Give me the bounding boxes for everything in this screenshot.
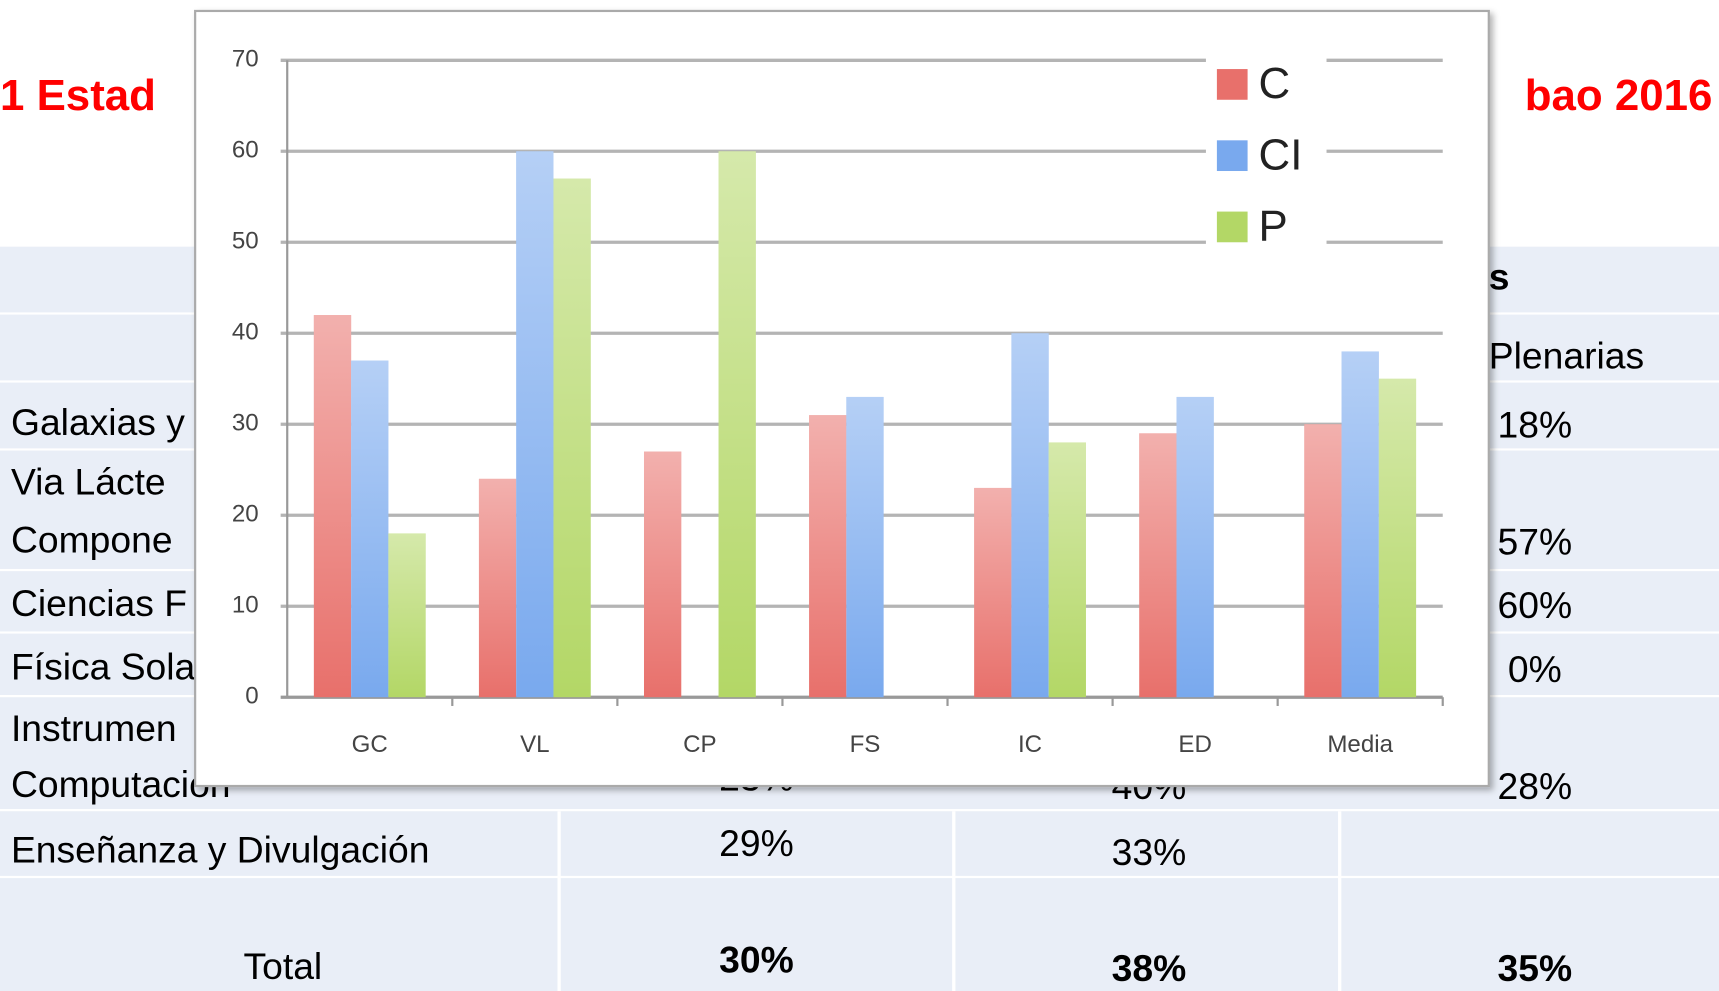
bar-shade <box>1048 442 1086 698</box>
title-fragment: 1 Estad <box>0 71 156 120</box>
legend-swatch <box>1216 211 1248 243</box>
bar-shade <box>718 151 756 698</box>
x-tick-label: ED <box>1178 731 1212 758</box>
y-tick-label: 70 <box>232 46 259 73</box>
table-cell: 35% <box>1498 947 1573 989</box>
row-label: Física Sola <box>11 646 196 688</box>
bar-shade <box>1304 424 1342 698</box>
row-label: Ciencias F <box>11 582 187 624</box>
x-tick-label: VL <box>520 731 550 758</box>
table-cell: 33% <box>1112 831 1187 873</box>
table-cell: 57% <box>1498 521 1573 563</box>
table-cell: 30% <box>719 938 794 980</box>
x-tick-label: FS <box>850 731 881 758</box>
table-cell: 60% <box>1498 584 1573 626</box>
legend-label: C <box>1259 59 1291 108</box>
row-label: Instrumen <box>11 707 177 749</box>
title-fragment: bao 2016 <box>1525 71 1713 120</box>
row-label: Via Lácte <box>11 460 166 502</box>
row-label: Compone <box>11 518 173 560</box>
table-band <box>0 811 1719 876</box>
bar-shade <box>1341 351 1379 698</box>
bar-shade <box>1176 396 1214 698</box>
table-cell: 0% <box>1508 648 1562 690</box>
header-cell: Plenarias <box>1489 334 1644 376</box>
table-cell: 38% <box>1112 947 1187 989</box>
header-cell: s <box>1489 255 1510 297</box>
row-label: Total <box>243 945 322 987</box>
row-label: Galaxias y <box>11 401 185 443</box>
table-cell: 18% <box>1498 403 1573 445</box>
row-label: Enseñanza y Divulgación <box>11 829 429 871</box>
table-cell: 29% <box>719 822 794 864</box>
table-band <box>0 878 1719 991</box>
x-tick-label: IC <box>1018 731 1042 758</box>
y-tick-label: 0 <box>245 683 258 710</box>
bar-shade <box>313 315 352 698</box>
legend-swatch <box>1216 140 1248 172</box>
bar-shade <box>553 178 591 698</box>
bar-shade <box>974 487 1012 698</box>
chart: 0 10 20 30 40 50 60 70 GC VL CP FS IC ED Media C CI P <box>232 46 1444 758</box>
legend-label: P <box>1259 202 1288 251</box>
legend-swatch <box>1216 69 1248 100</box>
row-label: Computación <box>11 763 231 805</box>
x-tick-label: GC <box>352 731 388 758</box>
y-tick-label: 10 <box>232 592 259 619</box>
x-tick-label: Media <box>1327 731 1393 758</box>
y-tick-label: 30 <box>232 410 259 437</box>
bar-shade <box>516 151 554 698</box>
bar-shade <box>478 478 517 698</box>
y-tick-label: 40 <box>232 319 259 346</box>
bar-shade <box>643 451 682 698</box>
y-tick-label: 50 <box>232 228 259 255</box>
bar-shade <box>351 360 389 698</box>
bar-shade <box>1139 433 1177 698</box>
bar-shade <box>809 415 847 698</box>
bar-shade <box>1378 378 1417 698</box>
y-tick-label: 20 <box>232 501 259 528</box>
bar-shade <box>1011 333 1049 698</box>
x-tick-label: CP <box>683 731 717 758</box>
y-tick-label: 60 <box>232 137 259 164</box>
legend-label: CI <box>1259 130 1303 179</box>
bar-shade <box>846 396 884 698</box>
bar-shade <box>388 533 426 698</box>
table-cell: 28% <box>1498 765 1573 807</box>
